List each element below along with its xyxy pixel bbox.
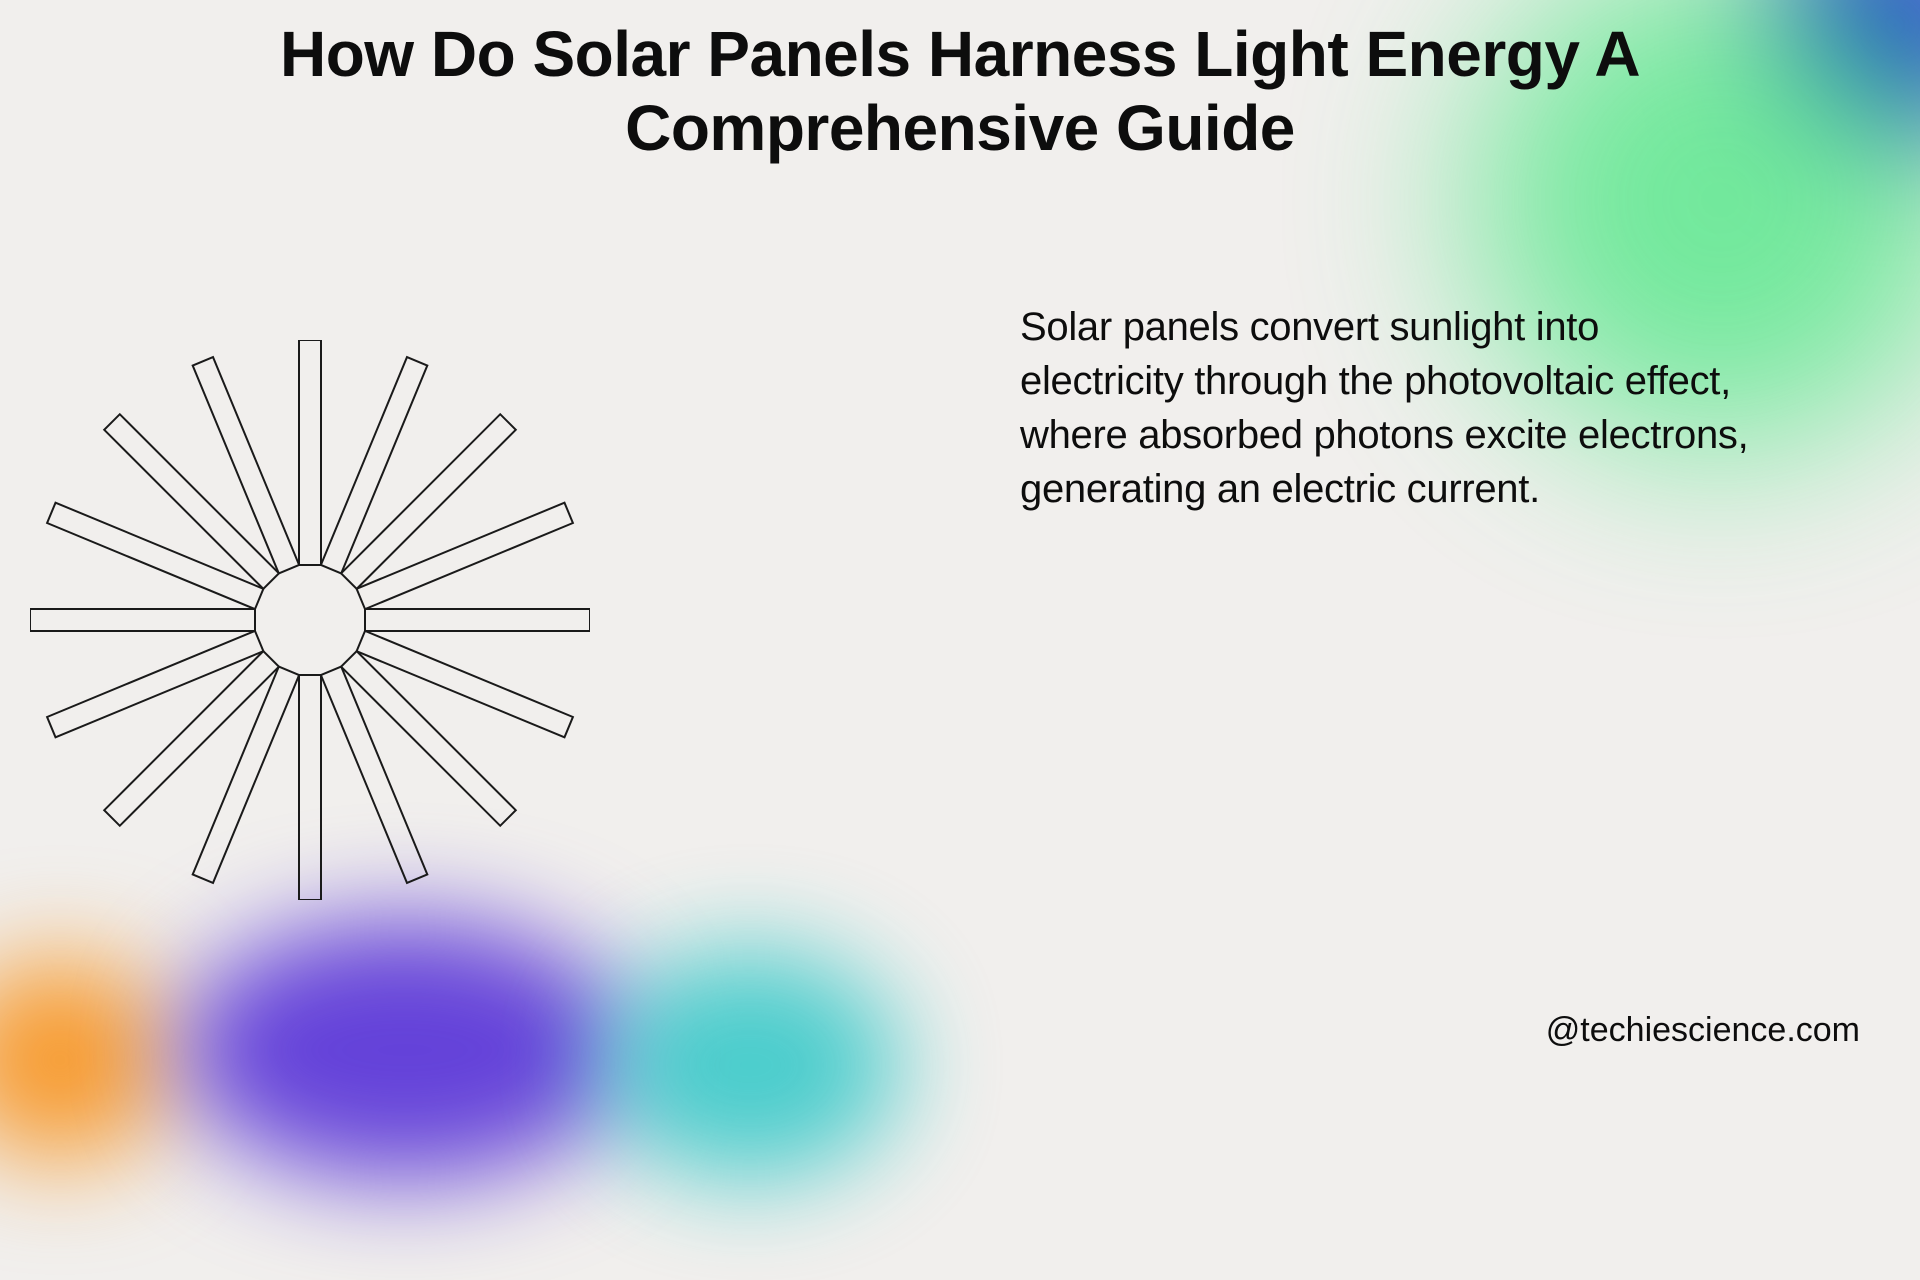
blob-orange	[0, 960, 170, 1160]
sunburst-icon	[30, 340, 590, 900]
blob-purple	[180, 920, 630, 1180]
gradient-decoration-bottom	[0, 880, 1000, 1280]
blob-teal	[600, 950, 900, 1180]
page-title: How Do Solar Panels Harness Light Energy…	[96, 18, 1824, 165]
attribution-text: @techiescience.com	[1546, 1011, 1860, 1050]
body-paragraph: Solar panels convert sunlight into elect…	[1020, 300, 1770, 516]
